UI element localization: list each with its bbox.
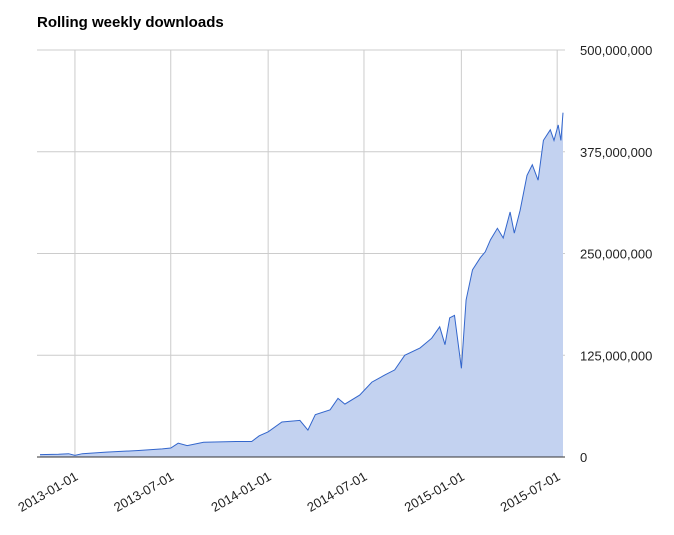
y-tick-label: 500,000,000 (580, 43, 652, 58)
y-tick-label: 250,000,000 (580, 247, 652, 262)
y-tick-label: 0 (580, 450, 587, 465)
line (39, 112, 564, 456)
y-tick-label: 125,000,000 (580, 348, 652, 363)
x-tick-label: 2013-01-01 (15, 469, 80, 515)
x-tick-label: 2015-01-01 (402, 469, 467, 515)
x-tick-label: 2014-07-01 (304, 469, 369, 515)
area (40, 112, 563, 457)
y-tick-label: 375,000,000 (580, 145, 652, 160)
x-tick-label: 2015-07-01 (498, 469, 563, 515)
chart-title: Rolling weekly downloads (37, 14, 224, 31)
x-tick-label: 2013-07-01 (111, 469, 176, 515)
x-tick-label: 2014-01-01 (209, 469, 274, 515)
